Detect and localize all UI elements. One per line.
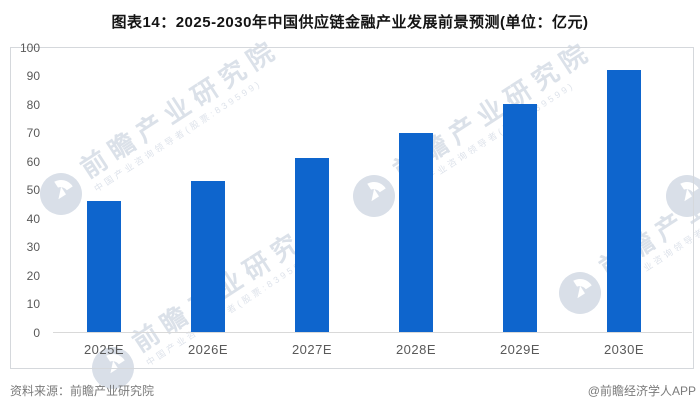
bar-2025E	[87, 201, 121, 332]
bar-series	[52, 48, 676, 332]
x-axis-line	[53, 332, 692, 333]
bar-slot-2027E	[260, 48, 364, 332]
y-axis-tick-label: 10	[26, 297, 40, 312]
y-axis-tick-label: 70	[26, 126, 40, 141]
y-axis-tick-label: 40	[26, 211, 40, 226]
x-axis-tick-label: 2030E	[603, 342, 645, 357]
x-axis-tick-label: 2025E	[83, 342, 125, 357]
bar-slot-2026E	[156, 48, 260, 332]
y-axis-tick-label: 90	[26, 69, 40, 84]
chart-area: 0 10 20 30 40 50 60 70 80 90 100 2025E 2026E 2027E 20…	[10, 41, 694, 369]
bar-2028E	[399, 132, 433, 332]
credit-text: @前瞻经济学人APP	[587, 384, 696, 398]
bar-2026E	[191, 181, 225, 332]
x-axis-tick-label: 2026E	[187, 342, 229, 357]
y-axis-tick-label: 50	[26, 183, 40, 198]
bar-slot-2030E	[572, 48, 676, 332]
y-axis-tick-label: 0	[33, 325, 40, 340]
y-axis-tick-label: 30	[26, 240, 40, 255]
bar-slot-2029E	[468, 48, 572, 332]
y-axis-tick-label: 100	[19, 41, 40, 55]
chart-title: 图表14：2025-2030年中国供应链金融产业发展前景预测(单位：亿元)	[111, 14, 589, 31]
x-axis-tick-label: 2029E	[499, 342, 541, 357]
x-axis-tick-label: 2028E	[395, 342, 437, 357]
y-axis-tick-label: 80	[26, 97, 40, 112]
bar-slot-2028E	[364, 48, 468, 332]
bar-2027E	[295, 158, 329, 332]
bar-2029E	[503, 104, 537, 332]
y-axis-tick-label: 20	[26, 268, 40, 283]
x-axis-tick-label: 2027E	[291, 342, 333, 357]
bar-slot-2025E	[52, 48, 156, 332]
source-text: 资料来源：前瞻产业研究院	[10, 384, 155, 398]
bar-2030E	[607, 70, 641, 332]
y-axis-tick-label: 60	[26, 154, 40, 169]
x-axis-labels: 2025E 2026E 2027E 2028E 2029E 2030E	[52, 342, 676, 357]
